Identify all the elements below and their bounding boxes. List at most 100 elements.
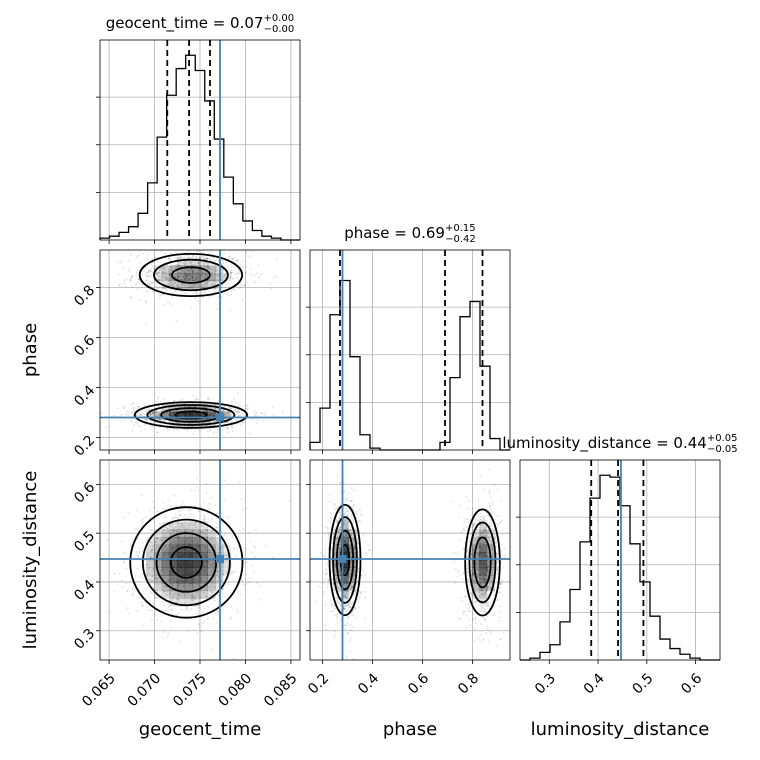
sample-point [336,621,339,624]
sample-point [131,403,134,406]
sample-point [357,555,360,558]
sample-point [120,413,123,416]
sample-point [495,539,498,542]
density-cell [161,583,170,592]
sample-point [335,574,338,577]
sample-point [352,503,355,506]
sample-point [333,553,336,555]
sample-point [197,422,200,424]
sample-point [485,593,488,596]
sample-point [130,276,133,279]
sample-point [126,590,128,592]
sample-point [249,433,252,435]
sample-point [187,272,190,275]
sample-point [276,258,278,261]
sample-point [208,551,211,554]
sample-point [203,517,206,520]
sample-point [144,266,147,268]
sample-point [499,616,501,619]
sample-point [158,275,161,278]
sample-point [344,624,347,627]
sample-point [215,274,218,277]
sample-point [473,586,476,588]
sample-point [231,570,233,573]
density-cell [146,536,155,545]
sample-point [479,531,482,534]
density-cell [200,529,208,538]
sample-point [117,407,119,410]
sample-point [483,488,486,491]
sample-point [358,562,360,565]
contour-level-3 [138,252,244,298]
sample-point [176,593,179,596]
sample-point [227,415,229,418]
density-cell [169,583,178,592]
density-cell [207,567,216,576]
sample-point [206,546,209,549]
sample-point [175,277,178,280]
sample-point [364,552,367,555]
sample-point [203,276,206,278]
density-cell [192,567,201,576]
sample-point [349,586,352,589]
hist-frame-phase [309,249,511,451]
sample-point [333,502,336,505]
sample-point [141,604,144,607]
sample-point [158,297,160,300]
sample-point [200,273,203,276]
sample-point [338,528,341,531]
sample-point [325,586,328,589]
sample-point [350,551,353,554]
sample-point [344,586,346,589]
sample-point [127,511,130,514]
sample-point [208,247,210,249]
sample-point [135,271,138,274]
sample-point [473,585,476,588]
sample-point [222,572,225,575]
sample-point [227,411,230,413]
sample-point [157,583,159,586]
density-cell [184,598,193,607]
sample-point [225,412,228,414]
density-cell [200,560,208,568]
sample-point [212,283,215,286]
contour-level-3 [133,401,248,429]
sample-point [191,584,194,587]
sample-point [230,271,233,274]
sample-point [166,301,169,304]
sample-point [150,280,153,283]
sample-point [152,602,154,604]
sample-point [472,523,475,526]
sample-point [178,593,181,596]
sample-point [130,275,133,278]
sample-point [232,547,235,550]
sample-point [482,617,485,620]
sample-point [149,412,152,415]
sample-point [186,428,189,431]
density-cell [200,544,208,553]
sample-point [487,552,490,554]
sample-point [189,273,192,276]
sample-point [140,519,143,522]
sample-point [480,542,483,545]
sample-point [239,286,242,289]
sample-point [201,510,203,513]
sample-point [204,532,207,535]
sample-point [479,599,482,602]
density-cell [176,265,185,274]
density-cell [200,257,208,266]
sample-point [136,609,138,612]
sample-point [175,273,178,276]
sample-point [348,547,351,550]
sample-point [236,608,239,611]
sample-point [162,268,165,271]
sample-point [223,411,226,413]
density-cell [146,567,155,576]
contour-level-0 [174,410,208,420]
sample-point [206,430,209,433]
sample-point [241,298,244,301]
sample-point [205,265,208,267]
sample-point [169,272,172,275]
sample-point [172,529,175,532]
sample-point [149,269,152,272]
